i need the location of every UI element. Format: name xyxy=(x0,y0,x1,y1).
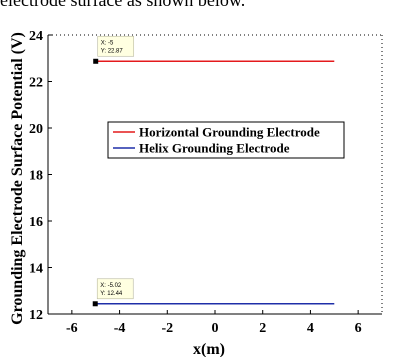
x-tick-label: -4 xyxy=(114,321,126,336)
y-tick-label: 20 xyxy=(29,122,43,137)
datatip-x-text: X: -5.02 xyxy=(100,283,122,289)
datatip-box-1 xyxy=(97,35,135,57)
y-tick-label: 24 xyxy=(29,29,43,44)
x-tick-label: 4 xyxy=(307,321,314,336)
legend-box xyxy=(107,121,345,159)
x-tick-label: 0 xyxy=(212,321,219,336)
y-tick-label: 18 xyxy=(29,169,43,184)
y-tick-label: 12 xyxy=(29,308,43,323)
datatip-layer: X: -5 Y: 22.87 X: -5.02 Y: 12.44 xyxy=(92,35,135,307)
y-axis-label: Grounding Electrode Surface Potential (V… xyxy=(9,32,26,325)
y-tick-label: 14 xyxy=(29,262,43,277)
datatip-x-text: X: -5 xyxy=(101,40,114,46)
x-tick-label: 2 xyxy=(259,321,266,336)
plot-area xyxy=(48,35,382,314)
datatip-box-2 xyxy=(96,278,134,300)
x-axis-label: x(m) xyxy=(193,341,225,357)
x-tick-label: -6 xyxy=(66,321,78,336)
legend-label-2: Helix Grounding Electrode xyxy=(139,141,290,156)
page-caption: electrode surface as shown below. xyxy=(0,0,398,8)
x-tick-label: 6 xyxy=(355,321,362,336)
legend-label-1: Horizontal Grounding Electrode xyxy=(139,125,320,140)
datatip-y-text: Y: 12.44 xyxy=(100,291,123,297)
datatip-marker-1[interactable] xyxy=(93,58,99,64)
y-tick-label: 16 xyxy=(29,215,43,230)
series-layer xyxy=(95,60,335,305)
y-tick-label: 22 xyxy=(29,76,43,91)
x-tick-label: -2 xyxy=(161,321,173,336)
datatip-y-text: Y: 22.87 xyxy=(101,48,124,54)
datatip-marker-2[interactable] xyxy=(92,301,98,307)
